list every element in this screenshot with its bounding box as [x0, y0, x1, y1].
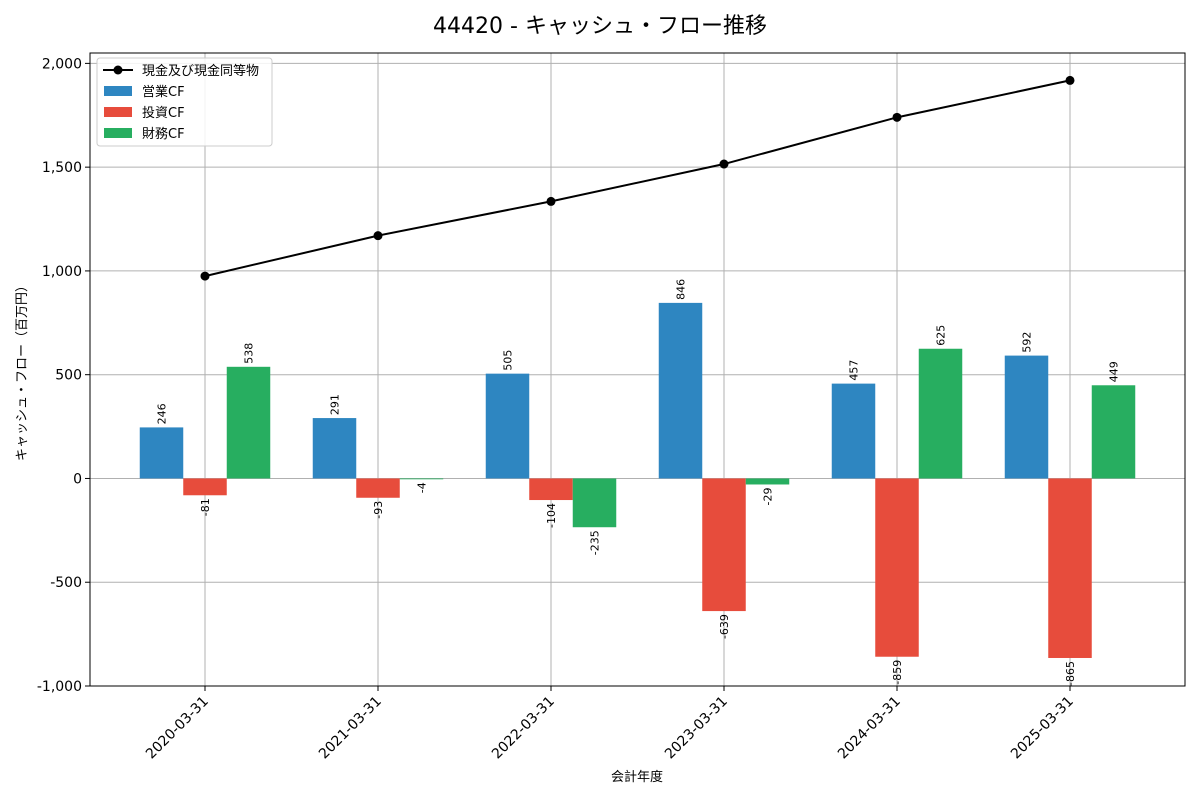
bar-value-label: 505 — [502, 350, 515, 371]
bar-財務CF — [226, 366, 271, 479]
legend-swatch-marker — [113, 65, 123, 75]
bar-value-label: -4 — [416, 482, 429, 493]
bar-財務CF — [572, 478, 617, 528]
bar-財務CF — [399, 478, 444, 480]
cash-line — [204, 79, 1071, 278]
cash-point — [546, 196, 556, 206]
bar-value-label: 538 — [243, 343, 256, 364]
legend-label: 投資CF — [142, 105, 185, 121]
bar-投資CF — [529, 478, 573, 501]
line-layer — [200, 75, 1075, 281]
cash-point — [892, 112, 902, 122]
bar-営業CF — [139, 427, 184, 479]
x-tick-label: 2020-03-31 — [143, 694, 212, 763]
legend-box — [96, 57, 273, 147]
bar-投資CF — [183, 478, 227, 496]
bar-財務CF — [745, 478, 790, 485]
bar-投資CF — [1048, 478, 1092, 658]
bar-value-label: 457 — [848, 360, 861, 381]
bar-value-label: -81 — [199, 498, 212, 516]
cash-point — [719, 159, 729, 169]
bar-value-label: 592 — [1021, 332, 1034, 353]
legend-label: 現金及び現金同等物 — [142, 63, 259, 79]
bar-投資CF — [875, 478, 919, 657]
bar-value-label: -104 — [545, 503, 558, 528]
y-tick-label: -1,000 — [37, 679, 82, 695]
cash-point — [1065, 75, 1075, 85]
bar-財務CF — [918, 348, 963, 479]
bar-value-label: 625 — [935, 325, 948, 346]
bar-営業CF — [485, 373, 530, 479]
bar-投資CF — [356, 478, 400, 498]
bar-value-label: -865 — [1064, 661, 1077, 686]
bar-営業CF — [1004, 355, 1049, 479]
bar-value-label: -639 — [718, 614, 731, 639]
y-tick-label: 0 — [73, 471, 82, 487]
bar-value-label: 246 — [156, 403, 169, 424]
y-tick-label: 1,500 — [42, 160, 82, 176]
plot-frame — [89, 52, 1186, 687]
x-tick-label: 2024-03-31 — [835, 694, 904, 763]
bar-value-label: -93 — [372, 501, 385, 519]
x-tick-label: 2023-03-31 — [662, 694, 731, 763]
x-tick-label: 2021-03-31 — [316, 694, 385, 763]
cash-point — [373, 231, 383, 241]
y-tick-label: -500 — [50, 575, 82, 591]
legend-swatch — [104, 107, 132, 117]
bars-layer: 246 291 505 846 457 592 -81 -93 -104 -639 -859 -865… — [139, 279, 1136, 686]
bar-value-label: -859 — [891, 660, 904, 685]
bar-営業CF — [831, 383, 876, 479]
legend-swatch — [104, 86, 132, 96]
bar-投資CF — [702, 478, 746, 612]
y-tick-label: 500 — [55, 368, 82, 384]
bar-財務CF — [1091, 385, 1136, 479]
bar-value-label: -235 — [589, 530, 602, 555]
bar-営業CF — [312, 418, 357, 479]
bar-value-label: 291 — [329, 394, 342, 415]
bar-value-label: -29 — [762, 487, 775, 505]
x-tick-label: 2025-03-31 — [1008, 694, 1077, 763]
bar-value-label: 449 — [1108, 361, 1121, 382]
y-tick-label: 2,000 — [42, 56, 82, 72]
x-tick-label: 2022-03-31 — [489, 694, 558, 763]
chart-title: 44420 - キャッシュ・フロー推移 — [433, 14, 767, 39]
bar-value-label: 846 — [675, 279, 688, 300]
y-axis-label: キャッシュ・フロー（百万円） — [15, 279, 30, 461]
legend-swatch — [104, 128, 132, 138]
cash-point — [200, 271, 210, 281]
legend-label: 営業CF — [142, 84, 185, 100]
bar-営業CF — [658, 302, 703, 479]
legend-label: 財務CF — [142, 127, 185, 142]
x-axis-label: 会計年度 — [611, 769, 663, 785]
y-tick-label: 1,000 — [42, 264, 82, 280]
